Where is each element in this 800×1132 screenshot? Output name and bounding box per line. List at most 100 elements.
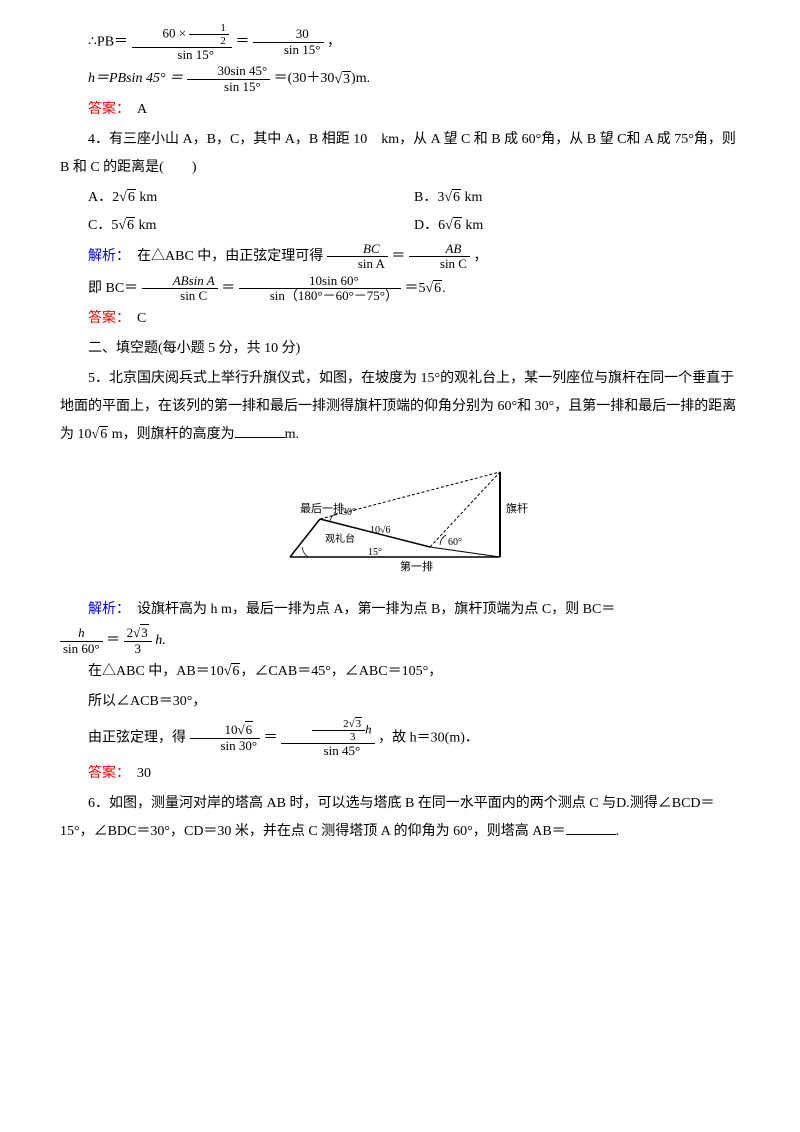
sqrt: 3: [342, 71, 351, 87]
section-2-title: 二、填空题(每小题 5 分，共 10 分): [60, 335, 740, 363]
text: ∴PB＝: [88, 34, 128, 49]
answer-label: 答案：: [88, 102, 123, 117]
comma: ，: [327, 34, 341, 49]
fig-label: 最后一排: [300, 501, 344, 515]
eq: ＝: [221, 281, 235, 296]
q3-eq2: h＝PBsin 45° ＝ 30sin 45° sin 15° ＝(30＋303…: [60, 64, 740, 94]
inner-frac: 23 3: [312, 718, 365, 743]
answer-value: A: [123, 102, 147, 117]
pre: 由正弦定理，得: [88, 730, 186, 745]
fraction: hsin 60°: [60, 626, 103, 656]
answer-label: 答案：: [88, 311, 123, 326]
post: ，∠CAB＝45°，∠ABC＝105°，: [240, 664, 442, 679]
d: 2: [189, 35, 229, 47]
q4-options-ab: A．2 6 km B．36 km: [60, 184, 740, 212]
q5-stem: 5．北京国庆阅兵式上举行升旗仪式，如图，在坡度为 15°的观礼台上，某一列座位与…: [60, 365, 740, 449]
post: km: [462, 218, 483, 233]
post: km: [461, 190, 482, 205]
fraction: ABsin Asin C: [142, 274, 218, 304]
sqrt: 6: [433, 280, 442, 296]
q5-analysis-5: 由正弦定理，得 106 sin 30° ＝ 23 3 h sin 45° ，故 …: [60, 718, 740, 758]
mid: ＝5: [404, 281, 425, 296]
num: h: [60, 626, 103, 641]
fraction: 10sin 60°sin（180°－60°－75°）: [239, 274, 401, 304]
n: 1: [189, 22, 229, 35]
pre: A．2: [88, 190, 119, 205]
fill-blank[interactable]: [235, 424, 285, 438]
unit: m.: [285, 427, 299, 442]
sqrt: 3: [355, 717, 363, 730]
eq: ＝: [106, 633, 124, 648]
den: sin A: [327, 257, 388, 271]
den: sin 15°: [253, 43, 324, 57]
q4-analysis-1: 解析： 在△ABC 中，由正弦定理可得 BCsin A ＝ ABsin C ，: [60, 242, 740, 272]
fraction: 23 3: [124, 626, 152, 656]
post: m，则旗杆的高度为: [108, 427, 234, 442]
end: .: [442, 281, 446, 296]
pre: C．5: [88, 218, 118, 233]
q6-stem: 6．如图，测量河对岸的塔高 AB 时，可以选与塔底 B 在同一水平面内的两个测点…: [60, 790, 740, 846]
num: 30: [253, 27, 324, 42]
fig-label: 第一排: [400, 559, 433, 573]
triangle-diagram-icon: 最后一排 30° 旗杆 观礼台 15° 10√6 60° 第一排: [270, 457, 530, 577]
sqrt-icon: [119, 190, 127, 205]
eq: ＝: [391, 249, 405, 264]
option-c: C．5 6 km: [88, 212, 414, 240]
fraction: 106 sin 30°: [190, 723, 261, 753]
fill-blank[interactable]: [566, 821, 616, 835]
sqrt: 3: [140, 624, 149, 640]
q5-analysis-2: hsin 60° ＝ 23 3 h.: [60, 626, 740, 656]
sqrt: 6: [452, 189, 461, 205]
post: ，故 h＝30(m)．: [378, 730, 479, 745]
pre: D．6: [414, 218, 445, 233]
q3-answer: 答案： A: [60, 96, 740, 124]
sqrt-icon: [118, 218, 126, 233]
q5-figure: 最后一排 30° 旗杆 观礼台 15° 10√6 60° 第一排: [60, 457, 740, 588]
q5-analysis-1: 解析： 设旗杆高为 h m，最后一排为点 A，第一排为点 B，旗杆顶端为点 C，…: [60, 596, 740, 624]
den: sin 15°: [132, 48, 232, 62]
text: 设旗杆高为 h m，最后一排为点 A，第一排为点 B，旗杆顶端为点 C，则 BC…: [123, 602, 615, 617]
sqrt-icon: [334, 72, 342, 87]
fraction: 60 × 12 sin 15°: [132, 22, 232, 62]
sqrt: 6: [99, 426, 108, 442]
answer-label: 答案：: [88, 766, 123, 781]
q4-analysis-2: 即 BC＝ ABsin Asin C ＝ 10sin 60°sin（180°－6…: [60, 274, 740, 304]
den: 3: [124, 642, 152, 656]
num: AB: [409, 242, 470, 257]
num: ABsin A: [142, 274, 218, 289]
option-b: B．36 km: [414, 184, 482, 212]
fraction: 30sin 45° sin 15°: [187, 64, 271, 94]
answer-value: C: [123, 311, 146, 326]
den: sin（180°－60°－75°）: [239, 289, 401, 303]
option-a: A．26 km: [88, 184, 414, 212]
den: sin 60°: [60, 642, 103, 656]
sqrt: 6: [126, 217, 135, 233]
analysis-label: 解析：: [88, 249, 123, 264]
q5-analysis-3: 在△ABC 中，AB＝106，∠CAB＝45°，∠ABC＝105°，: [60, 658, 740, 686]
pre: 即 BC＝: [88, 281, 138, 296]
tail: ＝(30＋30: [274, 72, 335, 87]
end: ，: [473, 249, 487, 264]
sqrt: 6: [453, 217, 462, 233]
sqrt-icon: [349, 718, 355, 730]
den: sin C: [409, 257, 470, 271]
num-text: 60 ×: [163, 26, 190, 41]
sqrt-icon: [444, 190, 452, 205]
num: 30sin 45°: [187, 64, 271, 79]
end: .: [616, 824, 620, 839]
q5-answer: 答案： 30: [60, 760, 740, 788]
den: sin C: [142, 289, 218, 303]
pre: 在△ABC 中，AB＝10: [88, 664, 224, 679]
option-d: D．6 6 km: [414, 212, 483, 240]
end: )m.: [351, 72, 370, 87]
fig-label: 观礼台: [325, 532, 355, 545]
pre: 在△ABC 中，由正弦定理可得: [123, 249, 323, 264]
h: h: [365, 721, 372, 736]
q5-analysis-4: 所以∠ACB＝30°，: [60, 688, 740, 716]
inner-frac: 12: [189, 22, 229, 47]
fig-label: 10√6: [370, 525, 391, 536]
post: km: [135, 218, 156, 233]
den: sin 30°: [190, 739, 261, 753]
sqrt: 6: [245, 721, 254, 737]
sqrt: 6: [127, 189, 136, 205]
